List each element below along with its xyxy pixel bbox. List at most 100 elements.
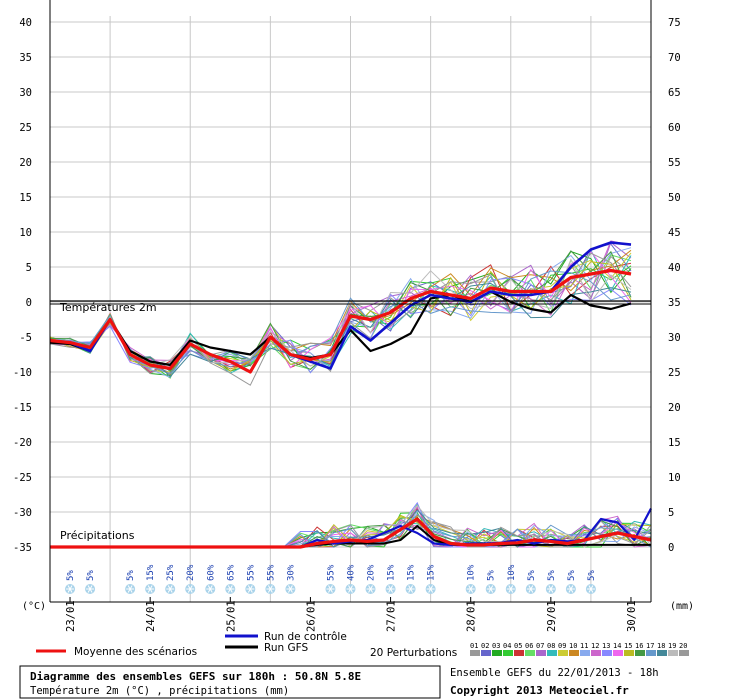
snow-flake-spoke — [87, 585, 93, 593]
snow-flake-icon — [145, 584, 156, 594]
temp-section-label: Températures 2m — [59, 301, 157, 314]
y-right-label: (mm) — [670, 601, 694, 612]
perturbation-id-label: 09 — [558, 642, 566, 650]
snow-flake-spoke — [247, 585, 253, 593]
perturbation-color-swatch — [536, 650, 546, 656]
perturbation-color-swatch — [558, 650, 568, 656]
snow-flake-spoke — [147, 585, 153, 593]
chart-subtitle: Température 2m (°C) , précipitations (mm… — [30, 685, 289, 697]
y-right-tick-label: 45 — [668, 227, 681, 239]
chart-title: Diagramme des ensembles GEFS sur 180h : … — [30, 670, 361, 683]
snow-flake-spoke — [368, 585, 373, 593]
snow-flake-icon — [505, 584, 516, 594]
snow-flake-icon — [65, 584, 76, 594]
perturbation-color-swatch — [679, 650, 689, 656]
y-left-tick-label: 10 — [19, 227, 32, 239]
perturbation-id-label: 05 — [514, 642, 522, 650]
snow-flake-spoke — [348, 585, 353, 593]
snow-probability-label: 10% — [467, 564, 477, 581]
legend-mean-label: Moyenne des scénarios — [74, 646, 197, 658]
snow-flake-spoke — [548, 585, 554, 593]
snow-flake-spoke — [207, 585, 213, 593]
perturbation-color-swatch — [547, 650, 557, 656]
snow-probability-label: 15% — [146, 564, 156, 581]
footer-title-box — [19, 665, 441, 699]
snow-probability-label: 5% — [527, 570, 537, 581]
perturbation-color-swatch — [481, 650, 491, 656]
x-tick-label: 26/01 — [305, 600, 317, 632]
y-left-tick-label: 25 — [19, 122, 32, 134]
perturbation-id-label: 16 — [635, 642, 643, 650]
snow-probability-label: 65% — [226, 564, 236, 581]
x-tick-label: 29/01 — [546, 600, 558, 632]
snow-flake-spoke — [428, 585, 434, 593]
snow-flake-spoke — [127, 585, 133, 593]
perturbation-color-legend: 01 02 03 04 05 06 07 08 09 10 11 12 13 14 15 16 17 18 19 20 — [470, 642, 689, 656]
snow-flake-spoke — [388, 585, 393, 593]
snow-probability-label: 55% — [326, 564, 336, 581]
snow-flake-icon — [465, 584, 476, 594]
snow-flake-icon — [365, 584, 376, 594]
y-right-tick-label: 25 — [668, 367, 681, 379]
snow-probability-label: 40% — [347, 564, 357, 581]
snow-flake-spoke — [287, 585, 293, 593]
snow-probability-label: 5% — [487, 570, 497, 581]
precip-section-label: Précipitations — [60, 529, 135, 542]
perturbation-id-label: 04 — [503, 642, 511, 650]
perturbation-id-label: 14 — [613, 642, 621, 650]
snow-flake-spoke — [187, 585, 193, 593]
y-right-tick-label: 70 — [668, 52, 681, 64]
snow-probabilities: 5% 5% 5% 15% 25% 20% 60% 65% 55% 55% 30% 55% 40% 20% 1… — [65, 564, 597, 594]
perturbation-id-label: 19 — [668, 642, 676, 650]
snow-probability-label: 25% — [166, 564, 176, 581]
perturbation-color-swatch — [613, 650, 623, 656]
snow-flake-icon — [185, 584, 196, 594]
perturbation-id-label: 13 — [602, 642, 610, 650]
y-left-label: (°C) — [22, 601, 46, 612]
snow-probability-label: 5% — [547, 570, 557, 581]
y-left-tick-label: -10 — [13, 367, 32, 379]
snow-flake-spoke — [328, 585, 333, 593]
ensemble-run-label: Ensemble GEFS du 22/01/2013 - 18h — [450, 667, 659, 679]
x-tick-label: 28/01 — [466, 600, 478, 632]
snow-flake-icon — [85, 584, 96, 594]
y-left-tick-label: 35 — [19, 52, 32, 64]
perturbation-id-label: 03 — [492, 642, 500, 650]
snow-flake-spoke — [568, 585, 574, 593]
perturbation-id-label: 12 — [591, 642, 599, 650]
x-tick-label: 27/01 — [386, 600, 398, 632]
x-tick-label: 24/01 — [145, 600, 157, 632]
snow-flake-icon — [325, 584, 336, 594]
snow-probability-label: 5% — [567, 570, 577, 581]
snow-probability-label: 55% — [266, 564, 276, 581]
perturbation-id-label: 15 — [624, 642, 632, 650]
snow-probability-label: 60% — [206, 564, 216, 581]
snow-flake-icon — [245, 584, 256, 594]
perturbation-id-label: 18 — [657, 642, 665, 650]
snow-flake-icon — [225, 584, 236, 594]
y-right-tick-label: 10 — [668, 472, 681, 484]
perturbation-id-label: 02 — [481, 642, 489, 650]
snow-flake-icon — [265, 584, 276, 594]
snow-probability-label: 15% — [427, 564, 437, 581]
snow-flake-icon — [545, 584, 556, 594]
y-right-tick-label: 65 — [668, 87, 681, 99]
snow-flake-icon — [485, 584, 496, 594]
y-right-tick-label: 60 — [668, 122, 681, 134]
snow-flake-spoke — [408, 585, 414, 593]
snow-flake-spoke — [468, 585, 474, 593]
x-tick-label: 23/01 — [65, 600, 77, 632]
perturbation-color-swatch — [668, 650, 678, 656]
y-right-tick-label: 55 — [668, 157, 681, 169]
perturbation-color-swatch — [646, 650, 656, 656]
y-left-tick-label: 40 — [19, 17, 32, 29]
snow-probability-label: 55% — [246, 564, 256, 581]
perturbation-color-swatch — [580, 650, 590, 656]
y-left-tick-label: 30 — [19, 87, 32, 99]
grid — [50, 16, 651, 602]
snow-probability-label: 30% — [286, 564, 296, 581]
snow-flake-spoke — [528, 585, 534, 593]
snow-flake-icon — [125, 584, 136, 594]
